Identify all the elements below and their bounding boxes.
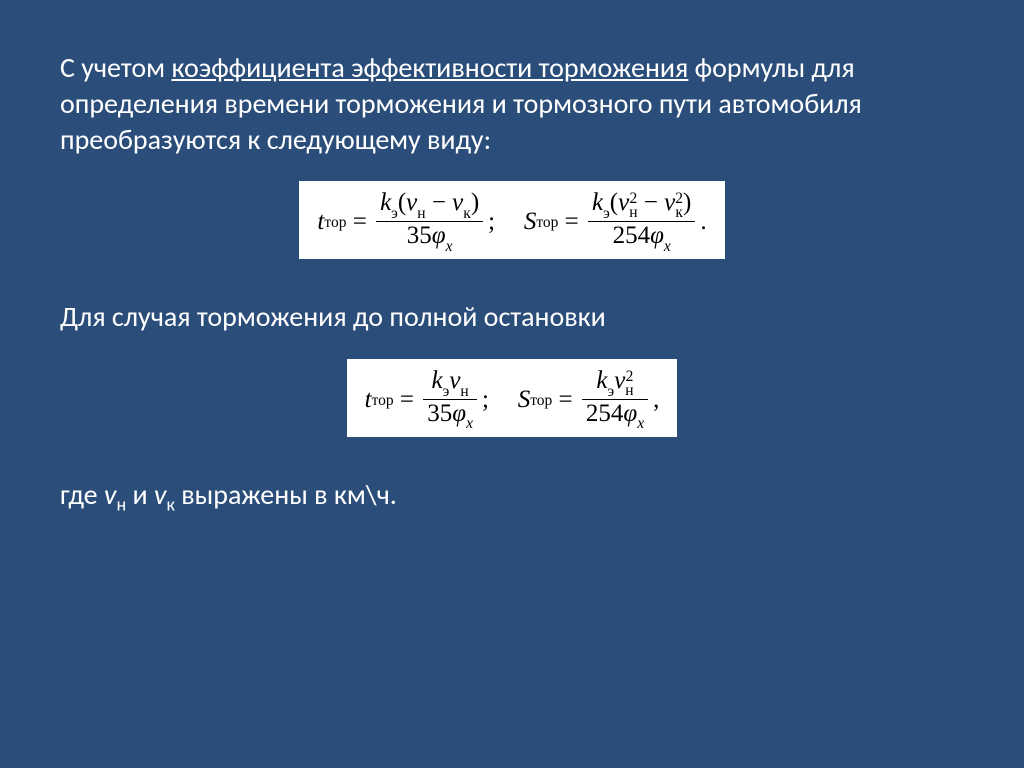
f2-t-phisub: x [466, 415, 473, 432]
f2-end: , [653, 387, 659, 412]
formula-block-2: tтор = kэvн 35φx ; Sтор = [347, 359, 678, 437]
para3-post: выражены в км\ч. [175, 477, 397, 512]
f1-s-v2sub: к [675, 206, 683, 220]
f2-s-frac: kэv2н 254φx [582, 367, 648, 431]
para3-v2: v [154, 477, 166, 512]
f2-s-base: S [518, 387, 531, 412]
f2-s-v: v [614, 367, 625, 394]
paragraph-2: Для случая торможения до полной остановк… [60, 299, 964, 335]
paragraph-3: где vн и vк выражены в км\ч. [60, 477, 964, 517]
formula-block-2-wrap: tтор = kэvн 35φx ; Sтор = [60, 359, 964, 437]
para1-underlined: коэффициента эффективности торможения [171, 50, 688, 85]
f1-s-v2ss: 2к [675, 192, 683, 220]
f1-s-minus: − [638, 189, 665, 216]
f1-s-v2: v [664, 189, 675, 216]
f1-t-minus: − [426, 189, 453, 216]
f1-t-den: 35φx [403, 222, 457, 254]
f1-t-frac: kэ(vн − vк) 35φx [376, 189, 483, 253]
f1-t-v2sub: к [463, 205, 471, 222]
f2-s-vsub: н [625, 384, 633, 398]
f1-t-open: ( [398, 189, 406, 216]
f1-t-35: 35 [407, 222, 432, 249]
f2-t-ksub: э [443, 383, 450, 400]
f2-s-vss: 2н [625, 370, 633, 398]
f1-t-k: k [380, 189, 391, 216]
f1-s-v1sub: н [629, 206, 637, 220]
para3-v1: v [104, 477, 116, 512]
f2-s-phi: φ [623, 400, 637, 427]
equals: = [558, 209, 585, 234]
f1-t-phi: φ [432, 222, 446, 249]
f1-t-sub: тор [324, 215, 346, 231]
f1-s-sub: тор [536, 215, 558, 231]
f1-t-v2: v [452, 189, 463, 216]
f2-t-frac: kэvн 35φx [423, 367, 477, 431]
f1-t-base: t [317, 209, 324, 234]
f2-t-sub: тор [372, 393, 394, 409]
formula1-eq-s: Sтор = kэ(v2н − v2к) 254φx . [511, 189, 706, 253]
f1-s-open: ( [610, 189, 618, 216]
f1-s-base: S [524, 209, 537, 234]
para3-v1sub: н [116, 494, 126, 516]
f1-t-v1sub: н [417, 205, 425, 222]
f1-t-close: ) [471, 189, 479, 216]
f1-s-254: 254 [613, 222, 651, 249]
f1-s-num: kэ(v2н − v2к) [588, 189, 695, 221]
para1-lead: С учетом [60, 50, 171, 85]
slide: С учетом коэффициента эффективности торм… [0, 0, 1024, 768]
f1-t-ksub: э [391, 205, 398, 222]
f2-s-num: kэv2н [592, 367, 637, 399]
formula2-eq-s: Sтор = kэv2н 254φx , [505, 367, 659, 431]
f2-s-k: k [596, 367, 607, 394]
f1-s-close: ) [683, 189, 691, 216]
f2-t-35: 35 [427, 400, 452, 427]
para3-pre: где [60, 477, 104, 512]
f1-s-phi: φ [650, 222, 664, 249]
equals: = [552, 387, 579, 412]
f2-t-vsub: н [460, 383, 468, 400]
f2-t-num: kэvн [428, 367, 473, 399]
f1-t-v1: v [406, 189, 417, 216]
f1-t-num: kэ(vн − vк) [376, 189, 483, 221]
f2-t-phi: φ [452, 400, 466, 427]
equals: = [394, 387, 421, 412]
formula-block-1: tтор = kэ(vн − vк) 35φx ; Sтор = [299, 181, 724, 259]
f1-s-v1ss: 2н [629, 192, 637, 220]
f1-s-phisub: x [664, 238, 671, 255]
formula1-eq-t: tтор = kэ(vн − vк) 35φx ; [317, 189, 495, 253]
f1-sep1: ; [488, 209, 495, 234]
f2-t-k: k [432, 367, 443, 394]
f2-s-sub: тор [530, 393, 552, 409]
f1-s-frac: kэ(v2н − v2к) 254φx [588, 189, 695, 253]
f1-t-phisub: x [446, 238, 453, 255]
f2-t-den: 35φx [423, 400, 477, 432]
formula2-eq-t: tтор = kэvн 35φx ; [365, 367, 489, 431]
para3-v2sub: к [166, 494, 174, 516]
f1-s-k: k [592, 189, 603, 216]
f1-s-ksub: э [603, 205, 610, 222]
f2-t-v: v [449, 367, 460, 394]
f2-s-ksub: э [608, 383, 615, 400]
f2-s-phisub: x [637, 415, 644, 432]
f2-s-den: 254φx [582, 400, 648, 432]
f2-sep1: ; [482, 387, 489, 412]
paragraph-1: С учетом коэффициента эффективности торм… [60, 50, 964, 157]
formula-block-1-wrap: tтор = kэ(vн − vк) 35φx ; Sтор = [60, 181, 964, 259]
equals: = [346, 209, 373, 234]
f1-s-den: 254φx [609, 222, 675, 254]
f1-s-v1: v [618, 189, 629, 216]
f1-end: . [700, 209, 706, 234]
f2-t-base: t [365, 387, 372, 412]
f2-s-254: 254 [586, 400, 624, 427]
para3-mid: и [126, 477, 154, 512]
